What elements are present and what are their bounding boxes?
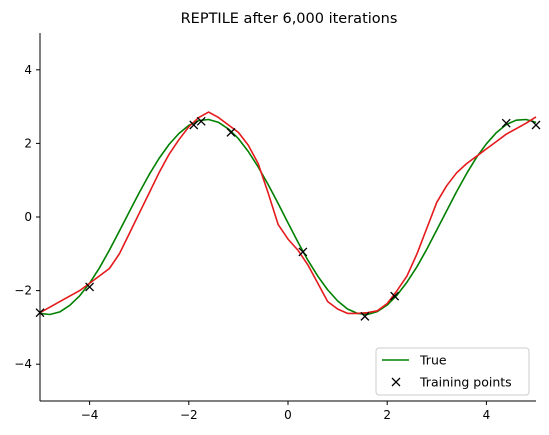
training-point — [360, 311, 370, 321]
training-point — [531, 120, 541, 130]
series-1-line — [39, 111, 537, 315]
training-point — [501, 118, 511, 128]
y-tick-label: −2 — [14, 284, 32, 298]
legend-marker-swatch — [391, 377, 401, 387]
x-tick-label: 2 — [383, 408, 391, 422]
training-point — [85, 282, 95, 292]
training-point — [196, 116, 206, 126]
legend-label: True — [419, 353, 447, 368]
chart-title: REPTILE after 6,000 iterations — [181, 11, 398, 27]
x-tick-label: 0 — [284, 408, 292, 422]
legend: True Training points — [375, 347, 530, 396]
y-tick-label: 2 — [24, 136, 32, 150]
x-tick-label: −4 — [81, 408, 99, 422]
legend-label: Training points — [419, 375, 512, 390]
legend-box — [375, 347, 530, 396]
y-axis-ticks: −4 −2 0 2 4 — [14, 63, 40, 371]
training-point — [390, 291, 400, 301]
y-tick-label: 4 — [24, 63, 32, 77]
training-point — [226, 127, 236, 137]
plot-area — [35, 111, 541, 321]
y-tick-label: 0 — [24, 210, 32, 224]
x-tick-label: 4 — [483, 408, 491, 422]
true-line — [39, 118, 537, 316]
y-tick-label: −4 — [14, 357, 32, 371]
training-point — [189, 120, 199, 130]
x-tick-label: −2 — [180, 408, 198, 422]
x-axis-ticks: −4 −2 0 2 4 — [81, 401, 490, 422]
training-point — [298, 247, 308, 257]
